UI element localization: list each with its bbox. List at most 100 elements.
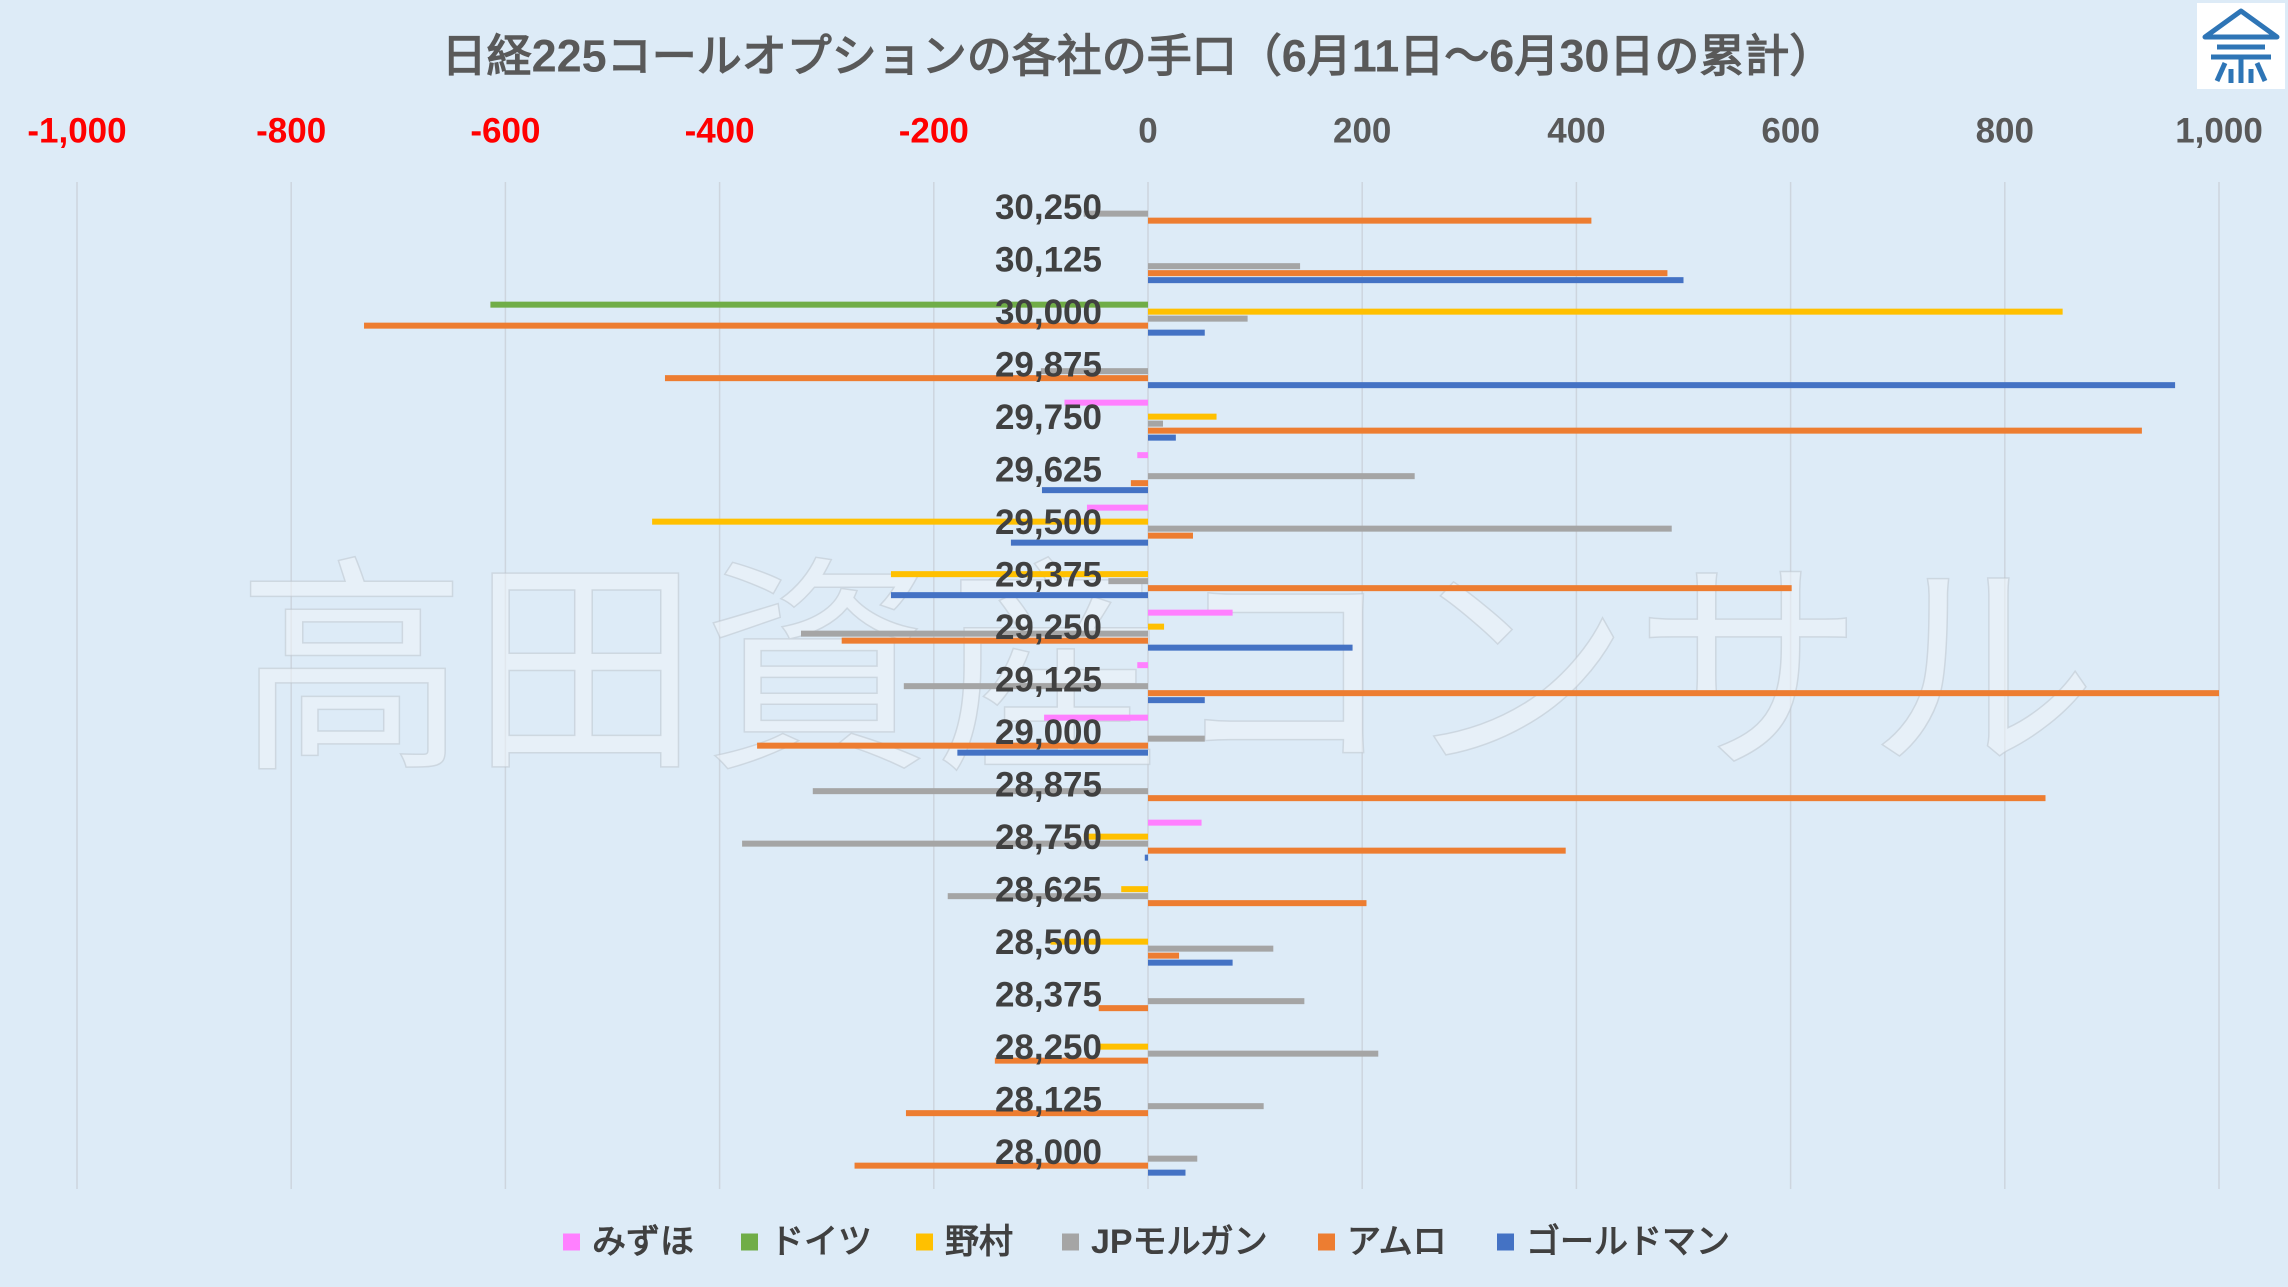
bar-series-4 <box>1148 532 1193 539</box>
legend-item: アムロ <box>1318 1223 1447 1261</box>
bar-series-4 <box>1148 585 1792 592</box>
x-tick-label: -600 <box>470 112 540 151</box>
bar-series-3 <box>812 788 1148 795</box>
bar-series-5 <box>1144 854 1148 861</box>
bar-series-0 <box>1064 399 1148 406</box>
bar-series-5 <box>957 749 1148 756</box>
bar-series-3 <box>1148 315 1248 322</box>
category-label: 30,250 <box>995 188 1102 227</box>
bar-series-5 <box>1148 644 1353 651</box>
legend-swatch <box>1062 1233 1079 1251</box>
legend-label: みずほ <box>592 1223 694 1261</box>
category-label: 30,000 <box>995 293 1102 332</box>
bar-series-4 <box>664 375 1148 382</box>
legend-item: JPモルガン <box>1062 1223 1268 1261</box>
bar-series-2 <box>1121 886 1148 893</box>
legend-swatch <box>563 1233 580 1251</box>
legend-item: 野村 <box>916 1223 1013 1261</box>
bar-series-5 <box>1148 382 2176 389</box>
bar-series-4 <box>841 637 1148 644</box>
bar-series-4 <box>1148 217 1592 224</box>
legend-swatch <box>741 1233 758 1251</box>
bar-series-4 <box>905 1110 1148 1117</box>
bar-series-3 <box>742 840 1148 847</box>
bar-series-5 <box>1148 1169 1186 1176</box>
category-label: 28,375 <box>995 975 1102 1014</box>
bar-series-3 <box>1148 998 1305 1005</box>
legend-label: ゴールドマン <box>1526 1222 1730 1261</box>
bar-series-5 <box>1148 434 1176 441</box>
bar-series-2 <box>1148 413 1217 420</box>
x-tick-label: 0 <box>1138 112 1157 151</box>
bar-series-4 <box>1130 480 1148 487</box>
x-tick-label: 600 <box>1761 112 1819 151</box>
x-tick-label: -400 <box>685 112 755 151</box>
category-label: 28,250 <box>995 1028 1102 1067</box>
bar-series-3 <box>800 630 1148 637</box>
x-tick-label: -800 <box>256 112 326 151</box>
category-label: 28,875 <box>995 765 1102 804</box>
legend-label: 野村 <box>945 1223 1013 1261</box>
legend: みずほ ドイツ 野村 JPモルガン アムロ ゴールドマン <box>563 1222 1730 1261</box>
bar-series-4 <box>1148 952 1180 959</box>
bar-series-5 <box>1010 539 1148 546</box>
bar-series-3 <box>1148 1103 1264 1110</box>
bar-series-4 <box>1148 847 1566 854</box>
bars <box>364 210 2219 1176</box>
category-label: 29,000 <box>995 713 1102 752</box>
category-label: 28,625 <box>995 870 1102 909</box>
bar-series-0 <box>1137 662 1148 669</box>
bar-series-0 <box>1086 504 1148 511</box>
bar-series-3 <box>1148 525 1672 532</box>
bar-series-4 <box>854 1162 1148 1169</box>
x-tick-label: 400 <box>1547 112 1605 151</box>
bar-series-3 <box>1148 735 1205 742</box>
gridlines <box>76 182 2220 1189</box>
bar-series-5 <box>1041 487 1148 494</box>
bar-series-2 <box>1148 308 2063 315</box>
chart-title: 日経225コールオプションの各社の手口（6月11日～6月30日の累計） <box>442 31 1835 82</box>
bar-series-2 <box>1050 938 1148 945</box>
bar-series-3 <box>1148 420 1163 427</box>
bar-series-4 <box>757 742 1148 749</box>
bar-series-2 <box>652 518 1148 525</box>
x-tick-label: 200 <box>1333 112 1391 151</box>
company-logo <box>2197 3 2285 89</box>
bar-series-5 <box>890 592 1148 599</box>
category-label: 29,500 <box>995 503 1102 542</box>
bar-series-2 <box>1083 833 1148 840</box>
bar-series-1 <box>490 301 1148 308</box>
bar-series-2 <box>1098 1043 1148 1050</box>
bar-series-3 <box>1148 473 1415 480</box>
category-label: 29,250 <box>995 608 1102 647</box>
bar-series-4 <box>1148 900 1367 907</box>
bar-series-0 <box>1044 714 1148 721</box>
bar-series-0 <box>1148 609 1233 616</box>
bar-series-5 <box>1148 277 1684 284</box>
bar-series-5 <box>1148 329 1205 336</box>
category-label: 29,125 <box>995 660 1102 699</box>
category-label: 28,125 <box>995 1080 1102 1119</box>
bar-series-3 <box>903 683 1148 690</box>
bar-series-4 <box>1148 270 1668 277</box>
bar-series-0 <box>1137 452 1148 459</box>
legend-swatch <box>916 1233 933 1251</box>
category-label: 28,500 <box>995 923 1102 962</box>
category-label: 29,625 <box>995 450 1102 489</box>
x-axis-tick-labels: -1,000 -800 -600 -400 -200 0 200 400 600 800 1,000 <box>27 112 2262 151</box>
bar-series-3 <box>1148 945 1274 952</box>
bar-series-3 <box>1040 368 1148 375</box>
bar-series-4 <box>1148 427 2142 434</box>
bar-series-2 <box>890 571 1148 578</box>
category-labels: 30,250 30,125 30,000 29,875 29,750 29,625 29,5… <box>995 188 1102 1172</box>
bar-series-5 <box>1148 697 1205 704</box>
category-label: 28,000 <box>995 1133 1102 1172</box>
bar-series-3 <box>1108 578 1148 585</box>
x-tick-label: -200 <box>899 112 969 151</box>
legend-item: ドイツ <box>741 1223 872 1261</box>
legend-item: ゴールドマン <box>1497 1222 1730 1261</box>
bar-series-5 <box>1148 959 1233 966</box>
legend-label: アムロ <box>1347 1223 1447 1261</box>
category-label: 29,375 <box>995 555 1102 594</box>
legend-swatch <box>1318 1233 1335 1251</box>
